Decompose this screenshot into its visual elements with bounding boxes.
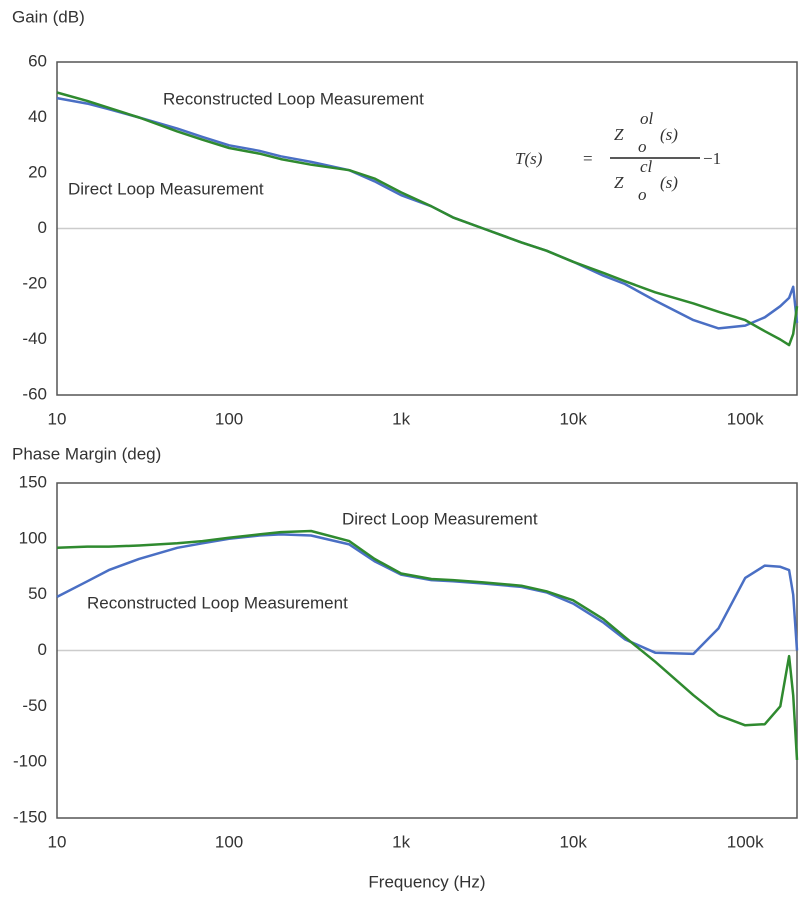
- x-tick-label: 10k: [559, 832, 587, 851]
- x-tick-label: 100k: [727, 832, 764, 851]
- y-tick-label: 100: [19, 528, 47, 547]
- x-axis-title: Frequency (Hz): [368, 872, 485, 891]
- denominator-sup: cl: [640, 157, 653, 176]
- x-tick-label: 10: [48, 832, 67, 851]
- y-tick-label: 50: [28, 584, 47, 603]
- y-tick-label: 150: [19, 472, 47, 491]
- y-axis-title: Phase Margin (deg): [12, 444, 161, 463]
- series-label: Direct Loop Measurement: [342, 509, 538, 528]
- y-tick-label: 0: [38, 640, 47, 659]
- x-tick-label: 10k: [559, 409, 587, 428]
- equation-equals: =: [583, 149, 593, 168]
- x-tick-label: 10: [48, 409, 67, 428]
- series-label: Reconstructed Loop Measurement: [163, 89, 424, 108]
- series-label: Reconstructed Loop Measurement: [87, 593, 348, 612]
- y-tick-label: -100: [13, 752, 47, 771]
- y-axis-title: Gain (dB): [12, 7, 85, 26]
- x-tick-label: 100k: [727, 409, 764, 428]
- y-tick-label: -20: [22, 273, 47, 292]
- y-tick-label: 20: [28, 162, 47, 181]
- equation: T(s) = Z ol o (s) Z cl o (s) −1: [515, 109, 721, 204]
- denominator-base: Z: [614, 173, 624, 192]
- numerator-base: Z: [614, 125, 624, 144]
- equation-lhs: T(s): [515, 149, 543, 168]
- x-tick-label: 1k: [392, 409, 410, 428]
- y-tick-label: 0: [38, 218, 47, 237]
- y-tick-label: 40: [28, 107, 47, 126]
- y-tick-label: 60: [28, 51, 47, 70]
- series-line: [56, 91, 799, 347]
- series-label: Direct Loop Measurement: [68, 179, 264, 198]
- x-tick-label: 100: [215, 409, 243, 428]
- numerator-arg: (s): [660, 125, 678, 144]
- equation-tail: −1: [703, 149, 721, 168]
- y-tick-label: -40: [22, 329, 47, 348]
- series-line: [56, 96, 799, 330]
- plot-frame: [56, 61, 798, 396]
- x-tick-label: 100: [215, 832, 243, 851]
- numerator-sub: o: [638, 137, 647, 156]
- y-tick-label: -50: [22, 696, 47, 715]
- denominator-arg: (s): [660, 173, 678, 192]
- y-tick-label: -150: [13, 807, 47, 826]
- numerator-sup: ol: [640, 109, 654, 128]
- series-line: [56, 529, 799, 760]
- denominator-sub: o: [638, 185, 647, 204]
- y-tick-label: -60: [22, 384, 47, 403]
- x-tick-label: 1k: [392, 832, 410, 851]
